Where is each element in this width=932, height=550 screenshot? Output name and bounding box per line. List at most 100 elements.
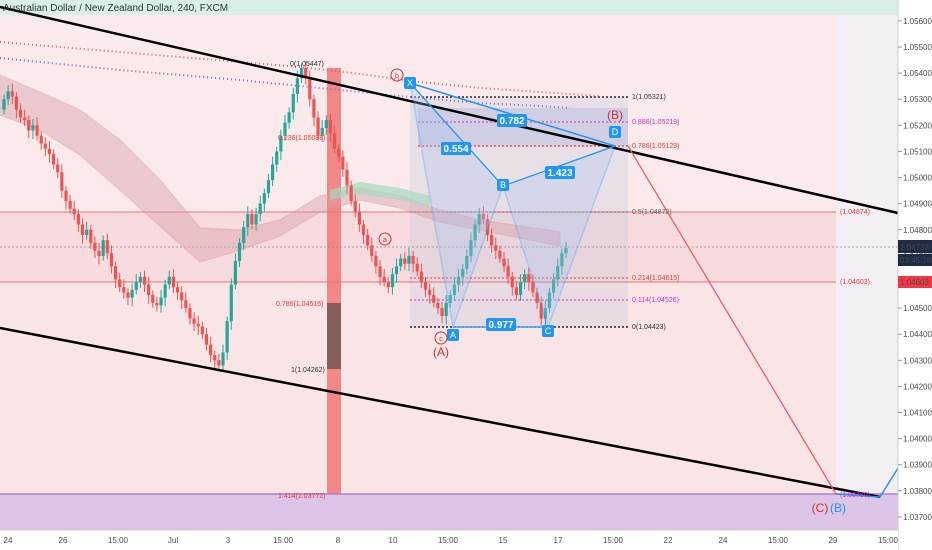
- svg-text:b: b: [395, 73, 399, 80]
- candle-body: [394, 266, 399, 275]
- wave-label-b-target: (B): [830, 501, 846, 515]
- candle-body: [192, 318, 196, 324]
- time-axis[interactable]: [0, 530, 898, 550]
- price-tick-label: 1.04000: [903, 435, 932, 444]
- svg-text:a: a: [383, 237, 387, 244]
- price-tick-label: 1.04100: [903, 409, 932, 418]
- candle-body: [531, 281, 535, 293]
- candle-body: [68, 201, 72, 209]
- time-tick-label: 15:00: [438, 536, 459, 545]
- candle-body: [481, 214, 485, 220]
- candle-body: [10, 91, 14, 97]
- level-upper-label: (1.04874): [840, 209, 870, 216]
- candle-body: [51, 154, 56, 165]
- candle-body: [163, 284, 167, 298]
- ratio-label-xab: 0.554: [441, 142, 471, 155]
- candle-body: [444, 302, 448, 316]
- candle-body: [18, 109, 23, 118]
- svg-text:A: A: [450, 330, 456, 340]
- candle-body: [374, 255, 378, 267]
- candle-body: [490, 234, 494, 246]
- candle-body: [31, 125, 35, 131]
- fib-right-0786: 0.786(1.05129): [632, 143, 679, 150]
- price-tick-label: 1.04300: [903, 356, 932, 365]
- candle-body: [171, 276, 176, 288]
- candle-body: [134, 281, 138, 290]
- candle-body: [498, 250, 502, 259]
- candle-body: [200, 326, 204, 335]
- time-tick-label: 15:00: [878, 536, 899, 545]
- time-tick-label: 15:00: [273, 536, 294, 545]
- candle-body: [403, 258, 407, 264]
- level-price-tag: 1.04603: [898, 276, 932, 288]
- candle-body: [14, 96, 18, 110]
- candle-body: [47, 148, 52, 155]
- candle-body: [312, 99, 316, 118]
- fib-right-0: 0(1.04423): [632, 324, 666, 331]
- candle-body: [97, 250, 101, 256]
- candle-body: [477, 214, 481, 225]
- fib-right-1: 1(1.05321): [632, 94, 666, 101]
- candle-body: [361, 224, 366, 235]
- svg-text:1.04603: 1.04603: [900, 278, 929, 287]
- fib-right-0214: 0.214(1.04615): [632, 275, 679, 282]
- candle-body: [6, 91, 10, 100]
- candle-body: [113, 266, 118, 280]
- candle-body: [109, 253, 114, 267]
- time-tick-label: 17: [554, 536, 563, 545]
- price-tick-label: 1.05400: [903, 69, 932, 78]
- time-tick-label: 22: [664, 536, 673, 545]
- candle-body: [217, 360, 221, 366]
- candle-body: [76, 214, 80, 225]
- candle-body: [461, 268, 465, 277]
- candle-body: [105, 240, 109, 254]
- candle-body: [485, 219, 490, 235]
- point-d: D: [609, 126, 621, 138]
- pattern-xb: [409, 82, 504, 187]
- candle-body: [299, 67, 304, 79]
- candle-body: [527, 274, 531, 282]
- ratio-label-bcd: 1.423: [545, 166, 575, 179]
- svg-text:0.554: 0.554: [443, 144, 468, 155]
- candle-body: [246, 214, 250, 228]
- candle-body: [229, 284, 233, 322]
- svg-text:1.423: 1.423: [547, 168, 572, 179]
- candle-body: [378, 266, 382, 277]
- candle-body: [287, 112, 291, 123]
- candle-body: [225, 321, 229, 353]
- candle-body: [27, 120, 31, 131]
- vertical-range-bar: [327, 68, 341, 494]
- time-tick-label: 26: [59, 536, 68, 545]
- candle-body: [407, 255, 411, 264]
- candle-body: [452, 284, 457, 296]
- candle-body: [539, 302, 543, 319]
- price-tick-label: 1.04500: [903, 304, 932, 313]
- price-tick-label: 1.04900: [903, 200, 932, 209]
- time-tick-label: 8: [336, 536, 341, 545]
- candle-body: [122, 287, 126, 293]
- candle-body: [514, 287, 519, 296]
- countdown-tag: 03:45:38: [898, 254, 932, 266]
- candle-body: [432, 295, 436, 303]
- candle-body: [39, 135, 43, 144]
- candle-body: [560, 253, 564, 267]
- candle-body: [353, 201, 357, 212]
- fib-right-0886: 0.886(1.05219): [632, 119, 679, 126]
- small-wave-a: a: [378, 232, 392, 246]
- candle-body: [419, 271, 423, 282]
- price-axis[interactable]: [898, 0, 932, 550]
- small-wave-c: c: [434, 331, 448, 345]
- candle-body: [552, 279, 556, 293]
- candle-body: [547, 292, 552, 309]
- candle-body: [93, 242, 97, 251]
- time-tick-label: 24: [4, 536, 13, 545]
- candle-body: [89, 229, 93, 243]
- projection-line-red: [627, 145, 837, 495]
- vertical-range-bar-dark: [327, 303, 341, 369]
- price-tick-label: 1.05500: [903, 43, 932, 52]
- candle-body: [324, 120, 328, 128]
- point-c: C: [542, 325, 554, 337]
- candle-body: [411, 255, 415, 264]
- candle-body: [250, 214, 254, 225]
